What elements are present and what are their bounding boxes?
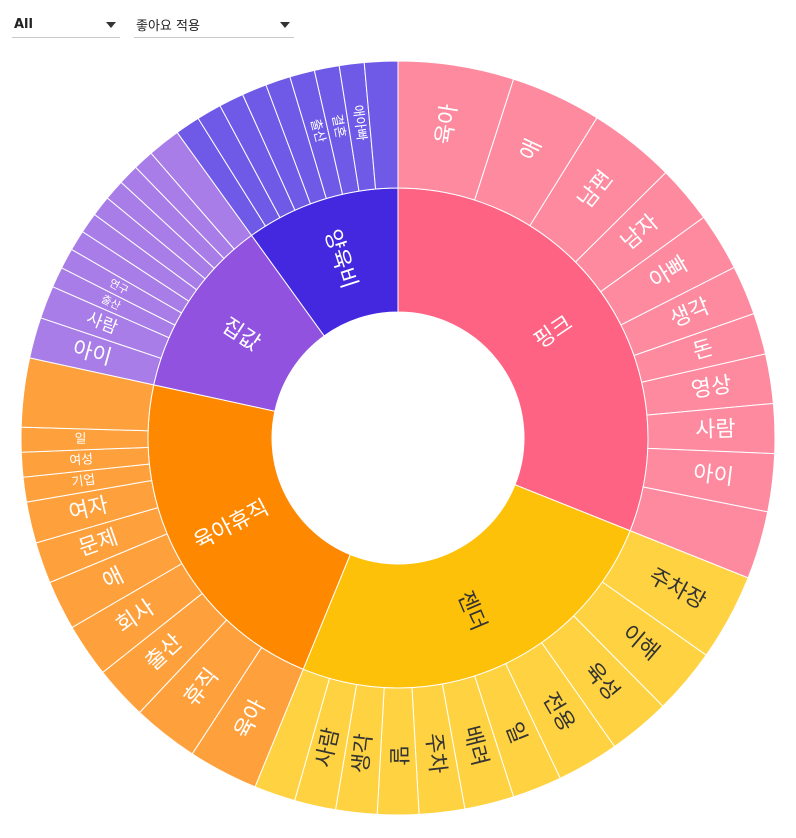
segment-label-0-8: 사람 xyxy=(695,417,736,443)
segment-label-4-6: 결혼 xyxy=(328,113,347,139)
segment-label-0-0: 육아 xyxy=(432,102,463,146)
category-dropdown-value: All xyxy=(14,17,33,32)
segment-label-1-6: 주차 xyxy=(420,732,450,775)
filter-bar: All 좋아요 적용 xyxy=(12,12,294,38)
chevron-down-icon xyxy=(106,22,116,28)
segment-label-2-8: 여성 xyxy=(69,452,94,469)
category-dropdown[interactable]: All xyxy=(12,12,120,38)
mode-dropdown-value: 좋아요 적용 xyxy=(136,19,200,34)
segment-label-1-7: 말 xyxy=(386,746,411,766)
mode-dropdown[interactable]: 좋아요 적용 xyxy=(134,12,294,38)
segment-label-2-9: 일 xyxy=(75,432,87,447)
segment-label-4-5: 출산 xyxy=(307,117,328,144)
sunburst-segment-4-8[interactable] xyxy=(363,60,399,190)
segment-label-2-7: 기업 xyxy=(71,472,97,490)
segment-label-4-7: 애아빠 xyxy=(349,104,368,141)
segment-label-1-8: 생각 xyxy=(348,732,377,774)
segment-label-0-9: 아이 xyxy=(692,461,735,491)
chevron-down-icon xyxy=(280,22,290,28)
